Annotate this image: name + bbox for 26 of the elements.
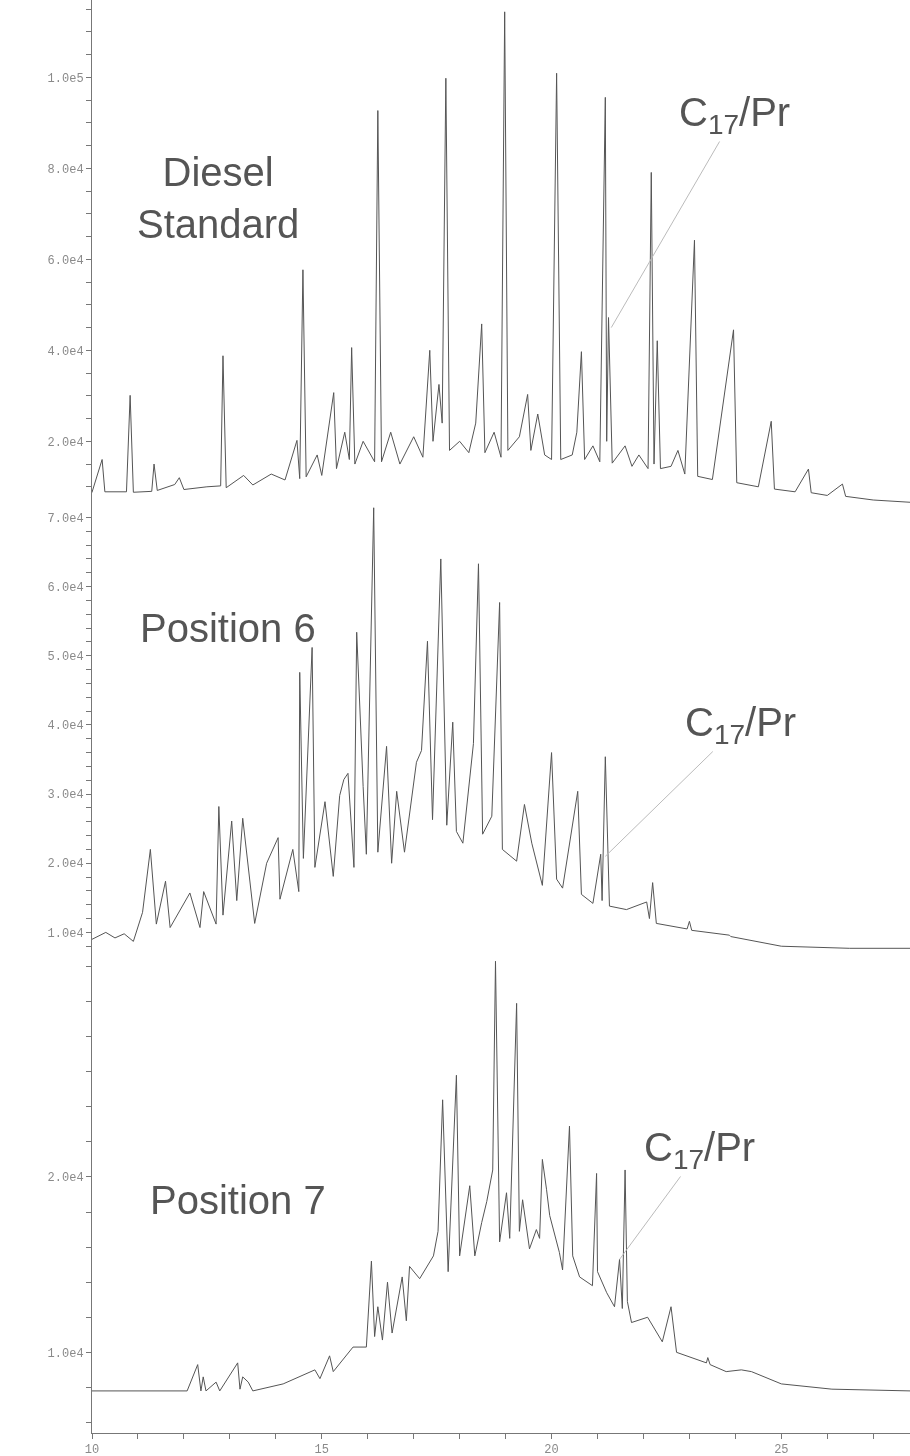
y-tick-label: 6.0e4 [47,253,84,268]
y-tick-label: 1.0e4 [47,926,84,941]
x-tick-label: 25 [774,1443,789,1456]
annotation: Position 6 [140,606,316,650]
x-tick-label: 10 [84,1443,100,1456]
annotation: C$_{17}$/Pr [685,700,797,751]
line-series [92,11,910,503]
y-tick-label: 6.0e4 [47,580,84,595]
annotation: Diesel Standard [137,150,300,246]
y-tick-label: 1.0e5 [47,71,84,86]
y-tick-label: 8.0e4 [47,162,84,177]
annotation: Position 7 [150,1178,326,1222]
y-tick-label: 3.0e4 [47,788,84,803]
line-series [92,960,910,1392]
y-tick-label: 7.0e4 [47,511,84,526]
x-tick-label: 15 [314,1443,329,1456]
annotation: C$_{17}$/Pr [644,1125,756,1176]
y-tick-label: 4.0e4 [47,719,84,734]
x-tick-label: 20 [544,1443,559,1456]
y-tick-label: 1.0e4 [47,1346,84,1361]
y-tick-label: 5.0e4 [47,649,84,664]
y-tick-label: 2.0e4 [47,857,84,872]
y-tick-label: 2.0e4 [47,1171,84,1186]
annotation: C$_{17}$/Pr [679,90,791,141]
y-tick-label: 2.0e4 [47,435,84,450]
y-tick-label: 4.0e4 [47,344,84,359]
